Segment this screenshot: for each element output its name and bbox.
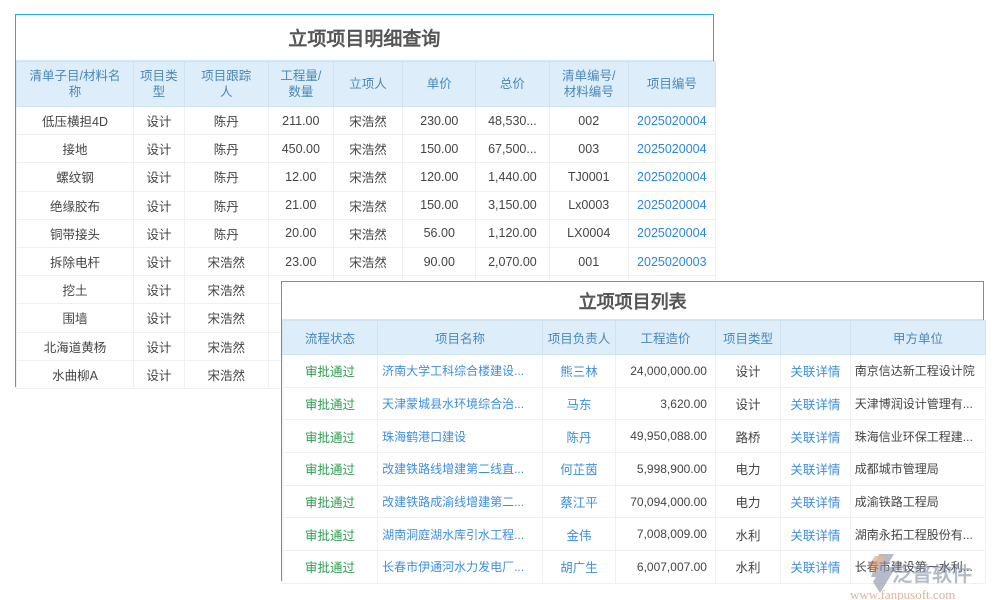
svg-text:www.fanpusoft.com: www.fanpusoft.com <box>850 587 955 600</box>
svg-text:泛普软件: 泛普软件 <box>892 562 972 586</box>
